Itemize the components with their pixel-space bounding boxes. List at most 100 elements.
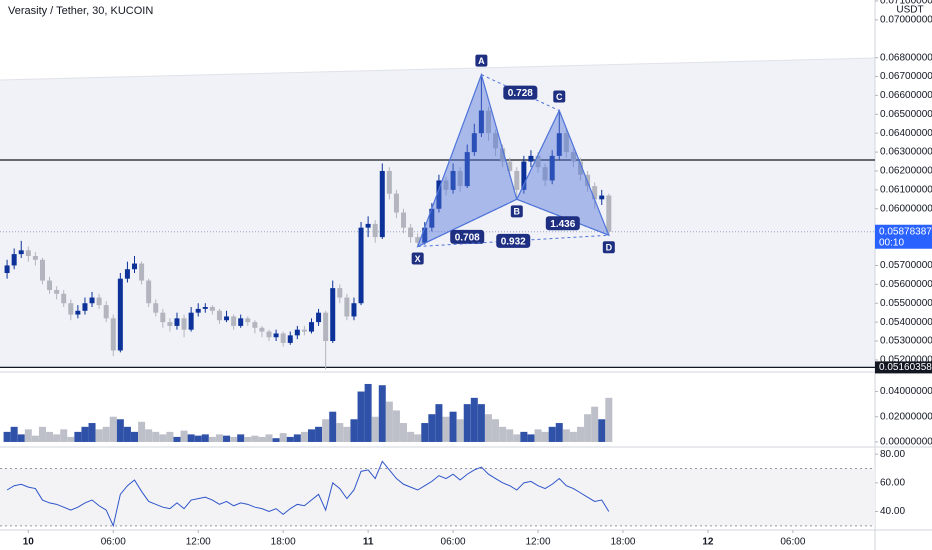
volume-bar	[364, 383, 372, 442]
volume-bar	[463, 404, 471, 442]
candle-body	[294, 329, 300, 336]
candle-body	[464, 152, 470, 187]
volume-bar	[131, 431, 139, 442]
y-tick-label: 0.05600000	[880, 279, 932, 290]
volume-bar	[492, 419, 500, 442]
y-tick-label: 0.05300000	[880, 336, 932, 347]
candle-body	[160, 312, 166, 323]
volume-bar	[371, 416, 379, 442]
candle-body	[408, 227, 414, 238]
candle-body	[89, 297, 95, 304]
candle-body	[68, 303, 74, 315]
alert-label: 0.05160358	[879, 362, 932, 373]
y-tick-label: 0.00000000	[880, 437, 932, 448]
countdown: 00:10	[879, 237, 904, 248]
volume-bar	[24, 429, 32, 442]
volume-bar	[258, 436, 266, 442]
candle-body	[18, 250, 24, 255]
volume-bar	[230, 436, 238, 442]
candle-body	[238, 318, 244, 326]
volume-bar	[329, 411, 337, 442]
point-label: B	[514, 207, 521, 217]
volume-bar	[293, 434, 301, 442]
volume-bar	[322, 419, 330, 442]
volume-bar	[435, 404, 443, 442]
candle-body	[266, 331, 272, 338]
volume-bar	[300, 431, 308, 442]
ratio-line	[417, 234, 609, 248]
candle-body	[245, 318, 251, 323]
volume-bar	[555, 423, 563, 442]
candle-body	[563, 133, 569, 153]
y-tick-label: 60.00	[880, 477, 905, 488]
volume-bar	[428, 414, 436, 442]
candle-body	[82, 303, 88, 311]
x-tick-label: 18:00	[610, 537, 635, 548]
candle-body	[570, 152, 576, 162]
volume-bar	[407, 431, 415, 442]
candle-body	[47, 280, 53, 291]
candle-body	[287, 335, 293, 343]
volume-bar	[541, 431, 549, 442]
volume-bar	[251, 435, 259, 442]
volume-bar	[95, 429, 103, 442]
ratio-line	[417, 198, 518, 248]
point-label: A	[478, 56, 485, 66]
candle-body	[181, 318, 187, 330]
volume-bar	[3, 431, 11, 442]
candle-body	[351, 303, 357, 317]
point-label: C	[556, 92, 563, 102]
candle-body	[592, 186, 598, 200]
candle-body	[386, 170, 392, 194]
candle-body	[259, 327, 265, 332]
candle-body	[422, 227, 428, 243]
candle-body	[96, 297, 102, 306]
candle-body	[75, 310, 81, 315]
candle-body	[401, 212, 407, 228]
volume-bar	[244, 436, 252, 442]
volume-bar	[109, 416, 117, 442]
candle-body	[252, 322, 258, 328]
candle-body	[273, 333, 279, 338]
candle-body	[358, 227, 364, 304]
candle-body	[32, 255, 38, 260]
y-tick-label: 0.06500000	[880, 109, 932, 120]
volume-bar	[180, 430, 188, 442]
volume-bar	[548, 426, 556, 442]
x-tick-label: 11	[363, 537, 374, 548]
volume-bar	[315, 426, 323, 442]
volume-bar	[194, 435, 202, 442]
candle-body	[344, 297, 350, 317]
volume-bar	[456, 419, 464, 442]
point-box	[411, 252, 424, 265]
candle-body	[174, 318, 180, 326]
volume-bar	[414, 434, 422, 442]
volume-bar	[421, 423, 429, 442]
y-tick-label: 0.06300000	[880, 147, 932, 158]
volume-bar	[215, 434, 223, 442]
y-tick-label: 0.05500000	[880, 298, 932, 309]
volume-bar	[350, 419, 358, 442]
candle-body	[103, 305, 109, 319]
candle-body	[457, 170, 463, 187]
ratio-label: 0.728	[508, 88, 533, 99]
volume-bar	[392, 410, 400, 442]
candle-body	[216, 310, 222, 321]
volume-bar	[569, 431, 577, 442]
x-tick-label: 06:00	[101, 537, 126, 548]
candle-body	[606, 195, 612, 232]
x-tick-label: 12:00	[526, 537, 551, 548]
candle-body	[330, 288, 336, 342]
volume-bar	[470, 397, 478, 442]
candle-body	[393, 193, 399, 213]
volume-bar	[265, 434, 273, 442]
point-box	[510, 205, 523, 218]
volume-bar	[279, 433, 287, 442]
candle-body	[379, 170, 385, 238]
x-tick-label: 12:00	[186, 537, 211, 548]
y-tick-label: 0.06400000	[880, 128, 932, 139]
rsi-line	[6, 460, 610, 528]
ratio-box	[545, 216, 580, 231]
y-tick-label: 0.06200000	[880, 166, 932, 177]
